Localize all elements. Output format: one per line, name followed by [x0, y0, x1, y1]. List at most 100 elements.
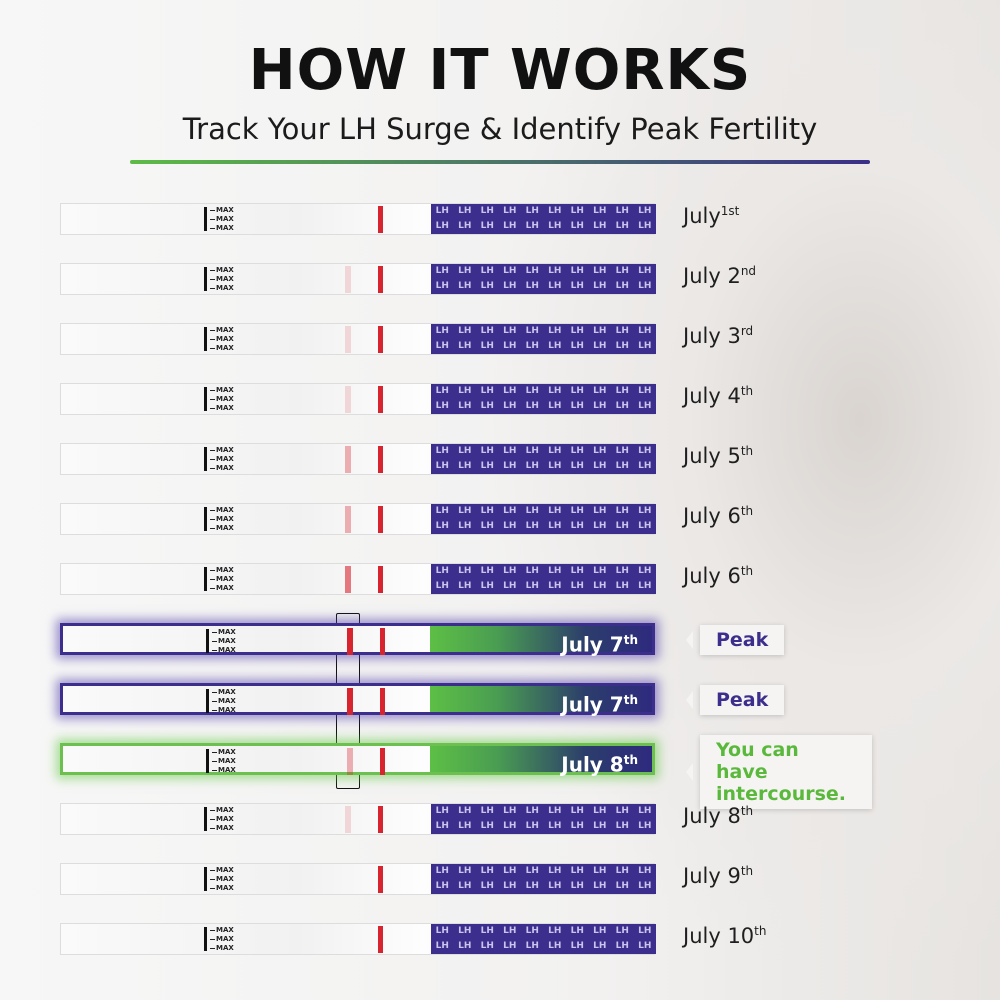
test-line	[345, 446, 351, 473]
max-label: MAX	[210, 404, 234, 413]
lh-label: LH	[458, 266, 472, 276]
lh-label: LH	[435, 326, 449, 336]
lh-label: LH	[525, 821, 539, 831]
lh-label: LH	[503, 881, 517, 891]
date-suffix: th	[623, 693, 638, 707]
lh-label: LH	[525, 806, 539, 816]
lh-panel: LH LH LH LH LH LH LH LH LH LH LH LH LH LH LH LH LH LH LH LH	[431, 444, 656, 474]
date-text: July 4	[683, 384, 741, 408]
date-label: July 6th	[683, 504, 753, 528]
date-suffix: th	[740, 564, 754, 578]
lh-panel: LH LH LH LH LH LH LH LH LH LH LH LH LH LH LH LH LH LH LH LH	[431, 504, 656, 534]
test-strip: MAX MAX MAX July 8th	[60, 743, 655, 777]
lh-label: LH	[548, 206, 562, 216]
strip-mark	[206, 629, 209, 653]
test-strip: MAX MAX MAX July 7th	[60, 683, 655, 717]
max-label: MAX	[210, 455, 234, 464]
lh-label: LH	[458, 521, 472, 531]
control-line	[378, 386, 383, 413]
lh-label: LH	[525, 521, 539, 531]
lh-label: LH	[458, 446, 472, 456]
lh-label: LH	[615, 926, 629, 936]
date-text: July 9	[683, 864, 741, 888]
test-line	[345, 806, 351, 833]
lh-label: LH	[570, 386, 584, 396]
test-line	[345, 266, 351, 293]
test-line	[345, 506, 351, 533]
lh-label: LH	[570, 281, 584, 291]
max-label: MAX	[212, 766, 236, 775]
lh-panel: LH LH LH LH LH LH LH LH LH LH LH LH LH LH LH LH LH LH LH LH	[431, 264, 656, 294]
control-line	[378, 446, 383, 473]
lh-label: LH	[480, 866, 494, 876]
lh-label: LH	[548, 506, 562, 516]
lh-label: LH	[480, 401, 494, 411]
max-marks: MAX MAX MAX	[210, 806, 234, 833]
lh-label: LH	[458, 806, 472, 816]
date-suffix: rd	[740, 324, 754, 338]
subtitle: Track Your LH Surge & Identify Peak Fert…	[182, 112, 818, 146]
lh-label: LH	[458, 341, 472, 351]
lh-label: LH	[615, 581, 629, 591]
date-label: July 4th	[683, 384, 753, 408]
max-label: MAX	[210, 524, 234, 533]
lh-label: LH	[525, 326, 539, 336]
lh-label: LH	[525, 341, 539, 351]
lh-label: LH	[570, 581, 584, 591]
lh-label: LH	[480, 266, 494, 276]
divider	[130, 160, 870, 164]
lh-label: LH	[458, 206, 472, 216]
control-line	[378, 506, 383, 533]
lh-label: LH	[525, 581, 539, 591]
date-label: July 6th	[683, 564, 753, 588]
lh-panel: LH LH LH LH LH LH LH LH LH LH LH LH LH LH LH LH LH LH LH LH	[431, 564, 656, 594]
lh-label: LH	[480, 941, 494, 951]
lh-label: LH	[593, 386, 607, 396]
date-text: July	[683, 204, 721, 228]
date-label: July 8th	[430, 746, 652, 777]
lh-label: LH	[593, 221, 607, 231]
max-label: MAX	[210, 266, 234, 275]
lh-label: LH	[525, 206, 539, 216]
lh-label: LH	[525, 506, 539, 516]
lh-label: LH	[503, 461, 517, 471]
lh-label: LH	[593, 806, 607, 816]
lh-label: LH	[480, 821, 494, 831]
lh-label: LH	[480, 446, 494, 456]
date-suffix: 1st	[720, 204, 740, 218]
lh-label: LH	[458, 506, 472, 516]
test-strip: MAX MAX MAX LH LH LH LH LH LH LH LH LH LH LH LH LH LH LH L…	[60, 203, 656, 235]
strip-mark	[206, 749, 209, 773]
max-label: MAX	[210, 575, 234, 584]
lh-label: LH	[593, 446, 607, 456]
max-label: MAX	[210, 224, 234, 233]
date-text: July 10	[683, 924, 755, 948]
lh-label: LH	[503, 806, 517, 816]
lh-label: LH	[548, 281, 562, 291]
control-line	[378, 926, 383, 953]
control-line	[380, 688, 385, 715]
test-strip: MAX MAX MAX LH LH LH LH LH LH LH LH LH LH LH LH LH LH LH L…	[60, 503, 656, 535]
lh-label: LH	[615, 401, 629, 411]
date-label: July 5th	[683, 444, 753, 468]
lh-label: LH	[638, 326, 652, 336]
lh-label: LH	[570, 341, 584, 351]
lh-label: LH	[480, 581, 494, 591]
max-label: MAX	[212, 757, 236, 766]
callout: Peak	[685, 685, 785, 715]
lh-label: LH	[503, 266, 517, 276]
lh-label: LH	[503, 326, 517, 336]
date-suffix: th	[740, 804, 754, 818]
lh-label: LH	[615, 821, 629, 831]
lh-label: LH	[638, 566, 652, 576]
lh-label: LH	[480, 221, 494, 231]
lh-label: LH	[503, 926, 517, 936]
lh-label: LH	[638, 506, 652, 516]
lh-label: LH	[458, 866, 472, 876]
control-line	[378, 806, 383, 833]
lh-label: LH	[525, 566, 539, 576]
test-line	[345, 326, 351, 353]
lh-label: LH	[615, 566, 629, 576]
lh-label: LH	[503, 566, 517, 576]
